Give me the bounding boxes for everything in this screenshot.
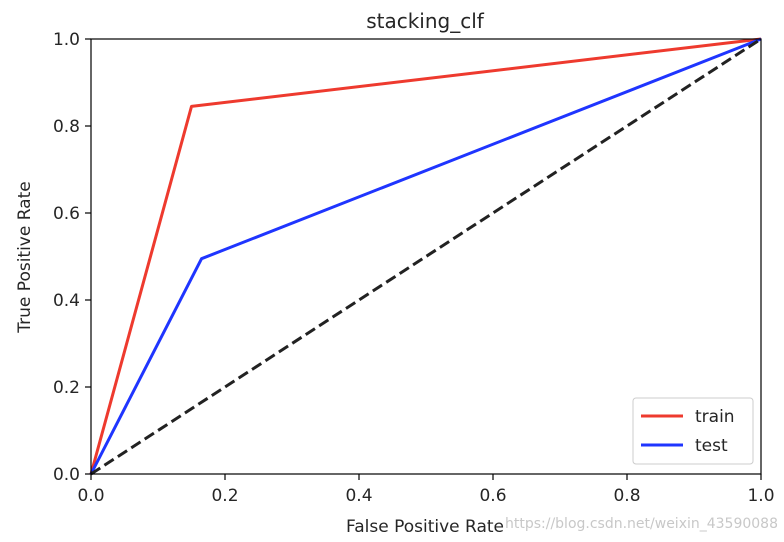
x-tick-label: 1.0 xyxy=(747,486,774,506)
x-tick-label: 0.6 xyxy=(479,486,506,506)
series-line-diagonal xyxy=(90,37,762,476)
plot-frame xyxy=(90,38,762,475)
x-tick-label: 0.0 xyxy=(77,486,104,506)
y-tick-label: 0.6 xyxy=(53,204,80,224)
y-tick-label: 0.8 xyxy=(53,117,80,137)
y-axis-title: True Positive Rate xyxy=(15,181,35,333)
watermark: https://blog.csdn.net/weixin_43590088 xyxy=(504,516,778,532)
x-axis-title: False Positive Rate xyxy=(346,517,504,537)
y-tick-label: 0.0 xyxy=(53,465,80,485)
legend-box xyxy=(632,397,754,465)
axes-layer: 0.0 0.2 0.4 0.6 0.8 1.0 0.0 0.2 0.4 0.6 0.8 1.0 xyxy=(53,30,775,506)
x-tick-label: 0.8 xyxy=(613,486,640,506)
legend-label-test: test xyxy=(695,436,728,456)
legend-label-train: train xyxy=(695,407,735,427)
y-tick-label: 0.2 xyxy=(53,378,80,398)
legend: train test xyxy=(632,397,754,465)
series-line-train xyxy=(89,37,762,475)
chart-title: stacking_clf xyxy=(366,9,485,33)
y-tick-label: 1.0 xyxy=(53,30,80,50)
y-tick-label: 0.4 xyxy=(53,291,80,311)
series-layer xyxy=(89,37,762,476)
x-tick-label: 0.2 xyxy=(211,486,238,506)
x-tick-label: 0.4 xyxy=(345,486,372,506)
series-line-test xyxy=(89,37,762,475)
